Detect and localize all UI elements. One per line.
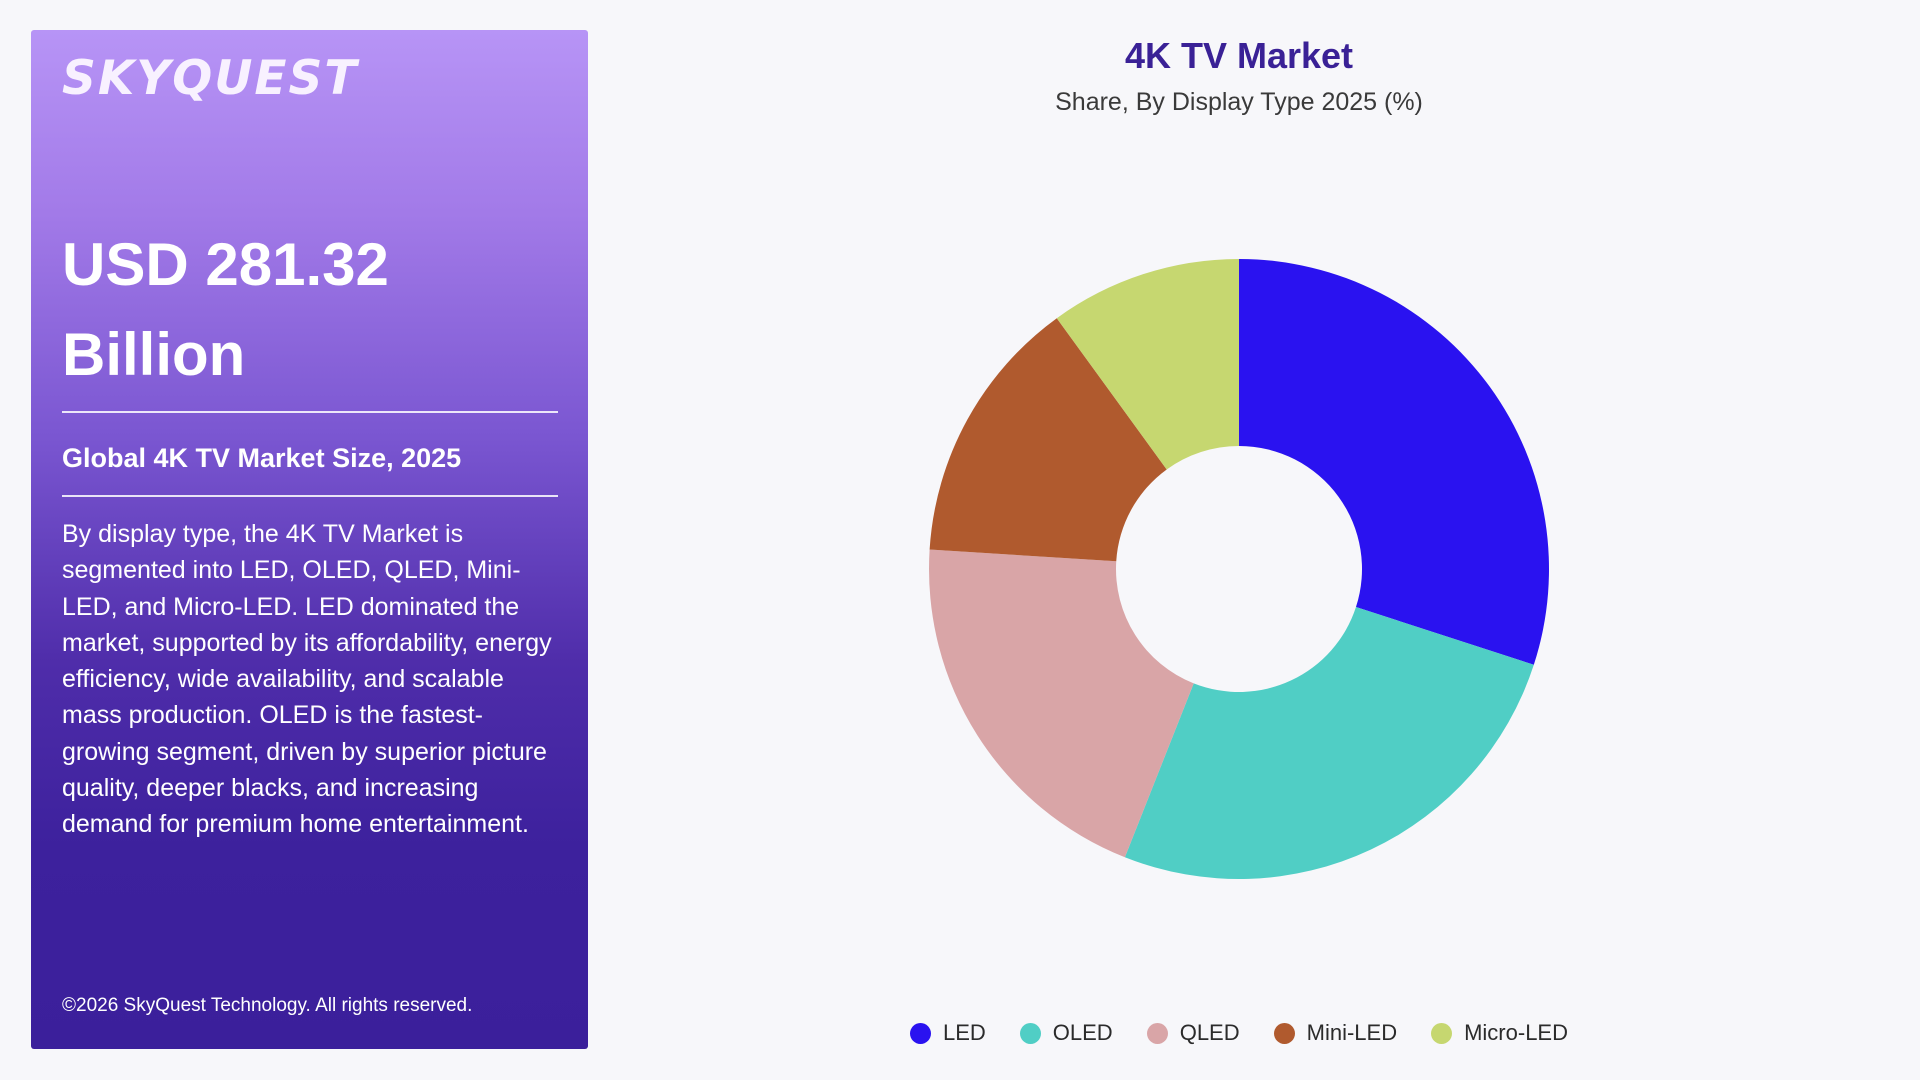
donut-slice-led bbox=[1239, 259, 1549, 665]
legend-label: Micro-LED bbox=[1464, 1020, 1568, 1045]
legend-label: Mini-LED bbox=[1306, 1020, 1398, 1045]
copyright-notice: ©2026 SkyQuest Technology. All rights re… bbox=[62, 995, 473, 1016]
legend-swatch bbox=[1431, 1022, 1453, 1044]
donut-slice-mini-led bbox=[929, 318, 1167, 562]
market-value-unit: Billion bbox=[62, 321, 246, 388]
legend-item-qled: QLED bbox=[1146, 1018, 1240, 1048]
donut-slice-oled bbox=[1124, 607, 1534, 879]
skyquest-logo: SKYQUEST bbox=[62, 51, 359, 106]
legend-label: LED bbox=[942, 1020, 986, 1045]
chart-title: 4K TV Market bbox=[1124, 35, 1354, 76]
chart-subtitle: Share, By Display Type 2025 (%) bbox=[1055, 88, 1423, 116]
divider-bottom bbox=[62, 495, 558, 497]
donut-slice-qled bbox=[928, 549, 1194, 858]
legend-item-mini-led: Mini-LED bbox=[1273, 1018, 1398, 1048]
legend-item-led: LED bbox=[909, 1018, 986, 1048]
legend-label: QLED bbox=[1179, 1020, 1240, 1045]
legend-swatch bbox=[1019, 1022, 1041, 1044]
divider-top bbox=[62, 411, 558, 413]
legend-item-oled: OLED bbox=[1019, 1018, 1113, 1048]
chart-legend: LED OLED QLED Mini-LED Micro-LED bbox=[640, 1018, 1838, 1048]
legend-swatch bbox=[1146, 1022, 1168, 1044]
market-size-label: Global 4K TV Market Size, 2025 bbox=[62, 443, 462, 473]
legend-swatch bbox=[909, 1022, 931, 1044]
market-value-amount: USD 281.32 bbox=[62, 231, 389, 298]
legend-swatch bbox=[1273, 1022, 1295, 1044]
legend-item-micro-led: Micro-LED bbox=[1431, 1018, 1568, 1048]
donut-slice-micro-led bbox=[1056, 259, 1239, 470]
legend-label: OLED bbox=[1052, 1020, 1113, 1045]
summary-panel: SKYQUEST USD 281.32 Billion Global 4K TV… bbox=[31, 30, 588, 1049]
market-value: USD 281.32 Billion bbox=[62, 220, 562, 400]
market-description: By display type, the 4K TV Market is seg… bbox=[62, 520, 552, 839]
